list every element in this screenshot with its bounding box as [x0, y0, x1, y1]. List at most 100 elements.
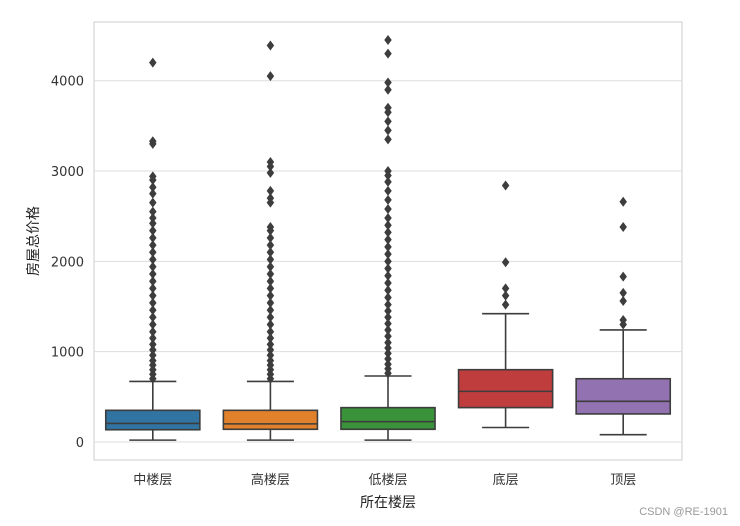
outlier-point [149, 283, 157, 294]
outlier-point [149, 247, 157, 258]
y-axis-label: 房屋总价格 [26, 206, 42, 276]
outlier-point [619, 271, 627, 282]
outlier-point [266, 312, 275, 323]
outlier-point [149, 225, 157, 236]
outlier-point [149, 206, 157, 217]
outlier-point [266, 247, 275, 258]
outlier-point [149, 188, 157, 199]
outlier-point [149, 319, 157, 330]
outlier-point [384, 256, 392, 267]
outlier-point [384, 270, 392, 281]
outlier-point [149, 339, 157, 350]
y-tick-label: 3000 [51, 165, 84, 180]
outlier-point [384, 331, 392, 342]
outlier-point [384, 116, 392, 127]
outlier-point [266, 297, 275, 308]
outlier-point [149, 261, 157, 272]
outlier-point [384, 166, 392, 177]
outlier-point [619, 222, 627, 233]
box-group [104, 57, 201, 441]
outlier-point [619, 196, 627, 207]
outlier-point [149, 326, 157, 337]
outlier-point [384, 312, 392, 323]
outlier-point [384, 220, 392, 231]
x-tick-label: 顶层 [610, 473, 636, 488]
outlier-point [384, 348, 392, 359]
outlier-point [149, 197, 157, 208]
outlier-point [149, 297, 157, 308]
outlier-point [384, 299, 392, 310]
box-group [457, 180, 554, 429]
y-tick-label: 0 [76, 436, 84, 451]
y-tick-label: 2000 [51, 255, 84, 270]
box-group [575, 196, 672, 436]
y-tick-label: 1000 [51, 346, 84, 361]
outlier-point [149, 290, 157, 301]
outlier-point [384, 194, 392, 205]
box [457, 368, 554, 409]
outlier-point [266, 185, 275, 196]
outlier-point [149, 305, 157, 316]
outlier-point [384, 35, 392, 46]
outlier-point [384, 185, 392, 196]
outlier-point [149, 268, 157, 279]
x-tick-label: 中楼层 [133, 473, 172, 488]
outlier-point [384, 353, 392, 364]
outlier-point [266, 333, 275, 344]
outlier-point [384, 337, 392, 348]
outlier-point [149, 333, 157, 344]
outlier-point [149, 276, 157, 287]
outlier-point [384, 343, 392, 354]
outlier-point [501, 180, 510, 191]
box [340, 406, 436, 431]
outlier-point [149, 355, 157, 366]
y-tick-labels: 0 1000 2000 3000 4000 [51, 75, 84, 451]
outlier-point [266, 319, 275, 330]
outlier-point [266, 305, 275, 316]
outlier-point [266, 355, 275, 366]
outlier-point [149, 218, 157, 229]
watermark: CSDN @RE-1901 [639, 506, 728, 518]
outlier-point [266, 261, 275, 272]
outlier-point [384, 125, 392, 136]
outlier-point [266, 326, 275, 337]
outlier-point [384, 102, 392, 113]
outlier-point [266, 290, 275, 301]
outlier-point [501, 290, 510, 301]
outlier-point [266, 344, 275, 355]
outlier-point [266, 71, 275, 82]
box [222, 409, 319, 431]
outlier-point [384, 292, 392, 303]
outlier-point [384, 241, 392, 252]
x-tick-label: 高楼层 [251, 472, 290, 488]
outlier-point [266, 193, 275, 204]
outlier-point [501, 283, 510, 294]
outlier-point [266, 276, 275, 287]
outlier-point [149, 344, 157, 355]
outlier-point [384, 277, 392, 288]
outlier-point [619, 315, 627, 326]
outlier-point [266, 222, 275, 233]
outlier-point [619, 296, 627, 307]
outlier-point [384, 48, 392, 59]
outlier-point [384, 359, 392, 370]
outlier-point [384, 318, 392, 329]
outlier-point [501, 257, 510, 268]
outlier-point [149, 182, 157, 193]
outlier-point [266, 156, 275, 167]
outlier-point [384, 234, 392, 245]
box [104, 409, 201, 431]
outlier-point [384, 84, 392, 95]
outlier-point [384, 227, 392, 238]
x-axis-label: 所在楼层 [360, 495, 416, 511]
outlier-point [266, 40, 275, 51]
box-group [340, 35, 436, 441]
outlier-point [149, 171, 157, 182]
boxes [104, 35, 672, 441]
outlier-point [384, 305, 392, 316]
outlier-point [384, 176, 392, 187]
outlier-point [266, 339, 275, 350]
x-tick-labels: 中楼层 高楼层 低楼层 底层 顶层 [133, 472, 636, 488]
x-tick-label: 底层 [493, 472, 519, 488]
